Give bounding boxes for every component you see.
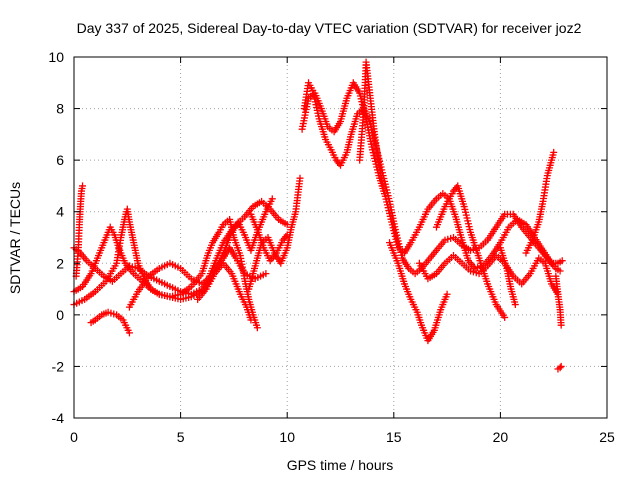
y-tick-label: 2 bbox=[56, 255, 64, 271]
data-point bbox=[557, 321, 565, 329]
axis-ticks: 0 5 10 15 20 25 -4 -2 0 2 4 6 8 10 bbox=[48, 49, 615, 445]
x-tick-label: 5 bbox=[177, 429, 185, 445]
chart-title: Day 337 of 2025, Sidereal Day-to-day VTE… bbox=[77, 20, 582, 36]
data-point bbox=[268, 195, 276, 203]
x-tick-label: 25 bbox=[599, 429, 615, 445]
data-point bbox=[283, 231, 291, 239]
y-tick-label: 4 bbox=[56, 204, 64, 220]
y-tick-label: -4 bbox=[52, 410, 65, 426]
data-point bbox=[550, 148, 558, 156]
y-tick-label: 10 bbox=[48, 49, 64, 65]
data-point bbox=[501, 313, 509, 321]
data-point bbox=[511, 301, 519, 309]
x-axis-label: GPS time / hours bbox=[287, 457, 394, 473]
y-tick-label: 8 bbox=[56, 101, 64, 117]
data-point bbox=[262, 270, 270, 278]
data-point bbox=[247, 316, 255, 324]
data-point bbox=[443, 290, 451, 298]
x-tick-label: 15 bbox=[386, 429, 402, 445]
x-tick-label: 10 bbox=[279, 429, 295, 445]
y-tick-label: 6 bbox=[56, 152, 64, 168]
data-point bbox=[125, 329, 133, 337]
x-tick-label: 0 bbox=[70, 429, 78, 445]
data-point bbox=[557, 362, 565, 370]
x-tick-label: 20 bbox=[493, 429, 509, 445]
plot-frame bbox=[73, 56, 608, 419]
data-point bbox=[556, 364, 564, 372]
y-tick-label: 0 bbox=[56, 307, 64, 323]
data-point bbox=[379, 182, 387, 190]
data-points bbox=[70, 58, 566, 373]
y-tick-label: -2 bbox=[52, 358, 65, 374]
data-point bbox=[558, 257, 566, 265]
grid-lines bbox=[74, 57, 607, 418]
y-axis-label: SDTVAR / TECUs bbox=[7, 182, 23, 294]
data-point bbox=[556, 267, 564, 275]
data-point bbox=[296, 174, 304, 182]
data-point bbox=[79, 182, 87, 190]
data-point bbox=[253, 324, 261, 332]
